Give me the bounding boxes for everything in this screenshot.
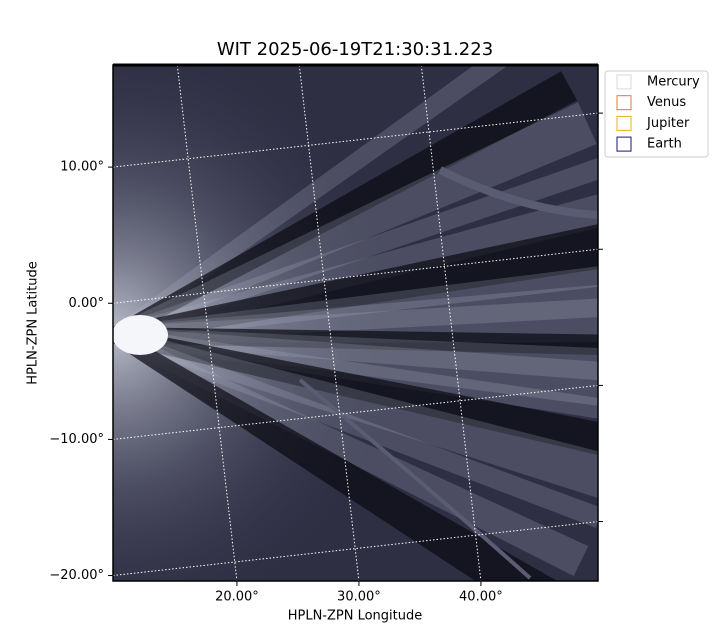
streak [113, 327, 598, 406]
x-axis-label: HPLN-ZPN Longitude [288, 609, 423, 624]
x-tick-label: 40.00° [459, 590, 503, 605]
streak [113, 327, 598, 419]
grid-line [420, 61, 482, 582]
legend-label: Jupiter [646, 116, 690, 131]
streak [113, 327, 598, 355]
legend-swatch [616, 74, 632, 90]
streak [113, 102, 597, 343]
legend-swatch [616, 115, 632, 131]
streak [113, 71, 578, 344]
grid-line [298, 61, 360, 582]
legend-label: Earth [647, 137, 682, 152]
chart-title: WIT 2025-06-19T21:30:31.223 [217, 39, 493, 60]
legend-label: Mercury [647, 75, 700, 90]
y-tick-label: 0.00° [69, 296, 104, 311]
streak [113, 327, 589, 577]
streak [113, 327, 558, 581]
grid-line [112, 384, 599, 440]
streak [113, 224, 598, 343]
streak [113, 157, 598, 343]
grid-line [176, 61, 238, 582]
image [113, 65, 598, 581]
grid-line [112, 521, 599, 577]
legend-label: Venus [647, 95, 686, 110]
grid-line [112, 112, 599, 168]
legend-swatch [616, 95, 632, 111]
y-tick-label: −20.00° [49, 568, 104, 583]
x-tick-label: 30.00° [337, 590, 381, 605]
y-axis-label: HPLN-ZPN Latitude [26, 261, 41, 384]
legend-swatch [616, 136, 632, 152]
y-tick-label: 10.00° [60, 160, 104, 175]
legend: Mercury Venus Jupiter Earth [604, 70, 709, 158]
streak [113, 327, 598, 499]
streak [113, 327, 598, 456]
streak [113, 266, 598, 343]
x-tick-label: 20.00° [215, 590, 259, 605]
streak [113, 284, 598, 343]
grid-line [112, 248, 599, 304]
y-tick-label: −10.00° [49, 432, 104, 447]
streak [113, 327, 598, 381]
